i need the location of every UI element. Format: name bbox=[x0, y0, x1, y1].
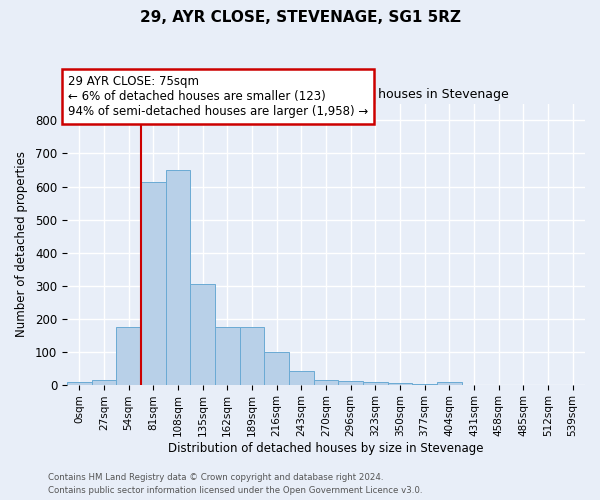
Text: Contains HM Land Registry data © Crown copyright and database right 2024.
Contai: Contains HM Land Registry data © Crown c… bbox=[48, 474, 422, 495]
Bar bbox=[314, 380, 338, 384]
Bar bbox=[92, 380, 116, 384]
Y-axis label: Number of detached properties: Number of detached properties bbox=[15, 152, 28, 338]
Bar bbox=[363, 382, 388, 384]
Text: 29, AYR CLOSE, STEVENAGE, SG1 5RZ: 29, AYR CLOSE, STEVENAGE, SG1 5RZ bbox=[139, 10, 461, 25]
Title: Size of property relative to detached houses in Stevenage: Size of property relative to detached ho… bbox=[143, 88, 508, 102]
Bar bbox=[116, 327, 141, 384]
Bar bbox=[166, 170, 190, 384]
Bar bbox=[388, 383, 412, 384]
Bar bbox=[338, 382, 363, 384]
Bar bbox=[437, 382, 461, 384]
Bar bbox=[289, 370, 314, 384]
Bar bbox=[190, 284, 215, 384]
Text: 29 AYR CLOSE: 75sqm
← 6% of detached houses are smaller (123)
94% of semi-detach: 29 AYR CLOSE: 75sqm ← 6% of detached hou… bbox=[68, 75, 368, 118]
Bar bbox=[239, 327, 264, 384]
Bar bbox=[215, 327, 239, 384]
Bar bbox=[67, 382, 92, 384]
X-axis label: Distribution of detached houses by size in Stevenage: Distribution of detached houses by size … bbox=[168, 442, 484, 455]
Bar bbox=[141, 182, 166, 384]
Bar bbox=[264, 352, 289, 384]
